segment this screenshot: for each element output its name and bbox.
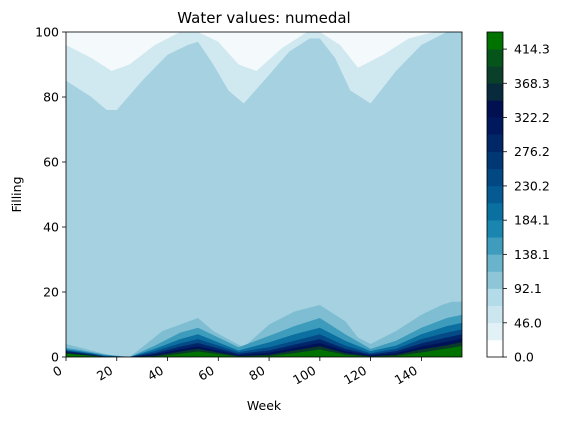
x-tick-label: 20: [94, 363, 115, 384]
contour-band-230-2: [66, 329, 462, 357]
contour-band-46: [66, 32, 462, 357]
y-axis-label: Filling: [9, 176, 24, 212]
y-tick-label: 100: [35, 25, 59, 40]
colorbar-tick-label: 368.3: [514, 76, 550, 91]
x-tick-label: 100: [290, 363, 318, 388]
x-tick-label: 120: [341, 363, 369, 388]
colorbar-tick-label: 138.1: [514, 247, 550, 262]
colorbar-band: [487, 151, 503, 170]
colorbar-band: [487, 32, 503, 50]
x-tick-label: 60: [196, 363, 217, 384]
colorbar-tick-label: 322.2: [514, 110, 550, 125]
colorbar-band: [487, 237, 503, 255]
x-tick-label: 0: [50, 363, 64, 380]
y-tick-label: 80: [43, 90, 59, 105]
y-tick-label: 60: [43, 155, 59, 170]
colorbar-tick-label: 230.2: [514, 178, 550, 193]
colorbar-band: [487, 49, 503, 67]
colorbar-band: [487, 203, 503, 221]
colorbar-band: [487, 322, 503, 341]
y-tick-label: 0: [51, 350, 59, 365]
x-axis: 0 20 40 60 80 100 120 140: [50, 357, 422, 388]
y-axis: 0 20 40 60 80 100: [35, 25, 66, 365]
plot-frame: [65, 31, 463, 358]
colorbar-tick-label: 0.0: [514, 350, 534, 365]
colorbar-frame: [486, 31, 504, 358]
colorbar-tick-label: 276.2: [514, 144, 550, 159]
colorbar-band: [487, 168, 503, 187]
y-tick-label: 40: [43, 220, 59, 235]
colorbar: [486, 31, 504, 358]
colorbar-band: [487, 66, 503, 84]
contour-band-322-2: [66, 338, 462, 357]
x-tick-label: 40: [145, 363, 166, 384]
colorbar-band: [487, 117, 503, 135]
colorbar-tick-label: 92.1: [514, 281, 542, 296]
plot-area: [66, 32, 462, 357]
colorbar-tick-label: 184.1: [514, 213, 550, 228]
colorbar-band: [487, 305, 503, 324]
colorbar-band: [487, 220, 503, 238]
colorbar-ticks: 0.0 46.0 92.1 138.1 184.1 230.2 276.2 322.2 368.…: [503, 42, 550, 365]
x-tick-label: 140: [392, 363, 420, 388]
contour-band-276-2: [66, 334, 462, 357]
y-tick-label: 20: [43, 285, 59, 300]
x-tick-label: 80: [246, 363, 267, 384]
x-axis-label: Week: [247, 398, 282, 413]
colorbar-band: [487, 339, 503, 358]
colorbar-band: [487, 254, 503, 272]
colorbar-band: [487, 100, 503, 118]
colorbar-tick-label: 46.0: [514, 315, 542, 330]
colorbar-band: [487, 134, 503, 153]
colorbar-band: [487, 83, 503, 101]
chart-title: Water values: numedal: [177, 9, 350, 27]
colorbar-band: [487, 185, 503, 204]
colorbar-band: [487, 271, 503, 289]
contour-band-414-3: [66, 345, 462, 357]
colorbar-band: [487, 288, 503, 307]
colorbar-tick-label: 414.3: [514, 42, 550, 57]
